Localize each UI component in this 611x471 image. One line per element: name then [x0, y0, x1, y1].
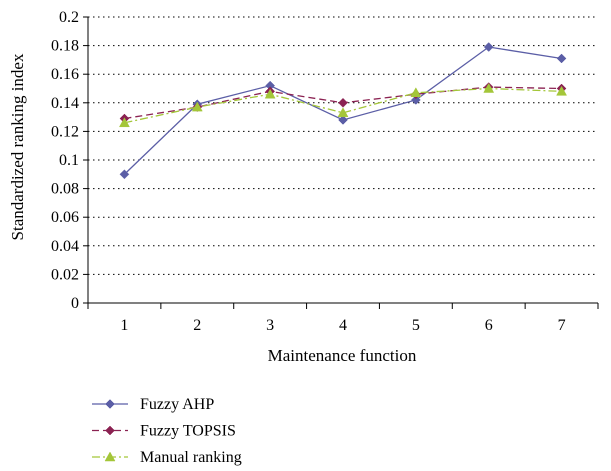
x-tick-labels: 1 2 3 4 5 6 7: [120, 317, 565, 334]
legend-item-fuzzy-ahp: Fuzzy AHP: [92, 396, 214, 413]
data-point-manual-ranking: [556, 85, 567, 96]
data-point-fuzzy-ahp: [338, 115, 348, 125]
legend-item-manual-ranking: Manual ranking: [92, 449, 242, 466]
legend: Fuzzy AHP Fuzzy TOPSIS Manual ranking: [92, 396, 242, 466]
y-axis-label: Standardized ranking index: [8, 53, 27, 240]
x-tick-label: 7: [558, 317, 566, 334]
data-point-manual-ranking: [337, 107, 349, 118]
x-tick-label: 6: [485, 317, 493, 334]
data-point-manual-ranking: [264, 88, 276, 99]
data-point-fuzzy-ahp: [411, 95, 421, 105]
y-tick-label: 0.16: [51, 66, 79, 83]
y-tick-labels: 0 0.02 0.04 0.06 0.08 0.1 0.12 0.14 0.16 0.18 0.2: [51, 9, 79, 312]
x-tick-label: 5: [412, 317, 420, 334]
legend-swatch-marker: [104, 451, 116, 462]
y-tick-label: 0.14: [51, 95, 79, 112]
y-tick-label: 0.02: [51, 266, 79, 283]
grid-lines: [88, 16, 598, 275]
data-point-fuzzy-ahp: [119, 169, 130, 180]
y-tick-label: 0.18: [51, 38, 79, 55]
series-manual-ranking: [119, 82, 567, 128]
data-point-manual-ranking: [410, 87, 422, 98]
legend-label: Manual ranking: [140, 449, 242, 466]
data-point-manual-ranking: [191, 101, 203, 112]
x-axis-label: Maintenance function: [268, 346, 417, 365]
data-point-manual-ranking: [483, 82, 495, 93]
data-point-fuzzy-ahp: [556, 53, 567, 64]
data-point-fuzzy-ahp: [483, 42, 494, 52]
x-tick-label: 3: [266, 317, 274, 334]
x-tick-label: 2: [193, 317, 201, 334]
y-tick-label: 0.08: [51, 181, 79, 198]
data-point-manual-ranking: [119, 117, 130, 128]
data-point-fuzzy-topsis: [338, 97, 348, 108]
axes: [83, 16, 599, 309]
legend-label: Fuzzy AHP: [140, 396, 214, 413]
legend-label: Fuzzy TOPSIS: [140, 423, 236, 440]
x-tick-label: 4: [339, 317, 347, 334]
series-group: [119, 42, 567, 180]
y-tick-label: 0: [71, 295, 79, 312]
y-tick-label: 0.04: [51, 238, 79, 255]
y-tick-label: 0.12: [51, 123, 79, 140]
legend-swatch-marker: [105, 399, 115, 409]
x-tick-label: 1: [120, 317, 128, 334]
y-tick-label: 0.2: [59, 9, 79, 26]
y-tick-label: 0.1: [59, 152, 79, 169]
legend-swatch-marker: [105, 425, 115, 436]
y-tick-label: 0.06: [51, 209, 79, 226]
legend-item-fuzzy-topsis: Fuzzy TOPSIS: [92, 423, 236, 440]
